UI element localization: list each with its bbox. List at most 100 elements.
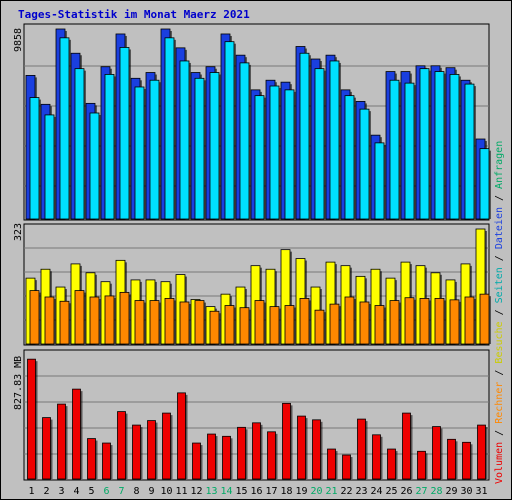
panel-3-volumen-bar-14: [222, 435, 231, 480]
right-legend-bottom: Volumen / Rechner / Besuche / Seiten / D…: [494, 141, 505, 484]
panel-2-rechner-bar-5: [89, 296, 100, 345]
panel-1-dateien-bar-13: [209, 72, 220, 220]
panel-1-dateien-bar-25: [389, 79, 400, 220]
legend-volumen: Volumen: [494, 441, 505, 484]
panel-3-volumen-bar-29: [447, 438, 456, 480]
x-tick-label-4: 4: [73, 486, 79, 497]
panel-1-dateien-bar-2: [44, 114, 55, 220]
panel-1-dateien-bar-31: [479, 148, 490, 220]
panel-1-dateien-bar-16: [254, 95, 265, 220]
x-tick-label-8: 8: [133, 486, 139, 497]
panel-2-rechner-bar-28: [434, 298, 445, 345]
x-tick-label-29: 29: [445, 486, 457, 497]
panel-2-rechner-bar-21: [329, 303, 340, 345]
panel-3-volumen-bar-31: [477, 424, 486, 480]
panel-1-dateien-bar-8: [134, 86, 145, 220]
panel-3-volumen-bar-25: [387, 448, 396, 480]
panel-3-volumen-bar-13: [207, 433, 216, 480]
panel-1-dateien-bar-11: [179, 60, 190, 220]
panel-2-rechner-bar-13: [209, 310, 220, 345]
panel1-ylabel: 9858: [13, 27, 24, 52]
panel-1-dateien-bar-30: [464, 83, 475, 220]
panel-3-volumen-bar-18: [282, 402, 291, 480]
legend-sep-1: /: [494, 423, 505, 442]
panel-3-volumen-bar-27: [417, 450, 426, 480]
panel-1-dateien-bar-6: [104, 74, 115, 220]
x-tick-label-31: 31: [475, 486, 487, 497]
x-tick-label-16: 16: [250, 486, 262, 497]
x-tick-label-3: 3: [58, 486, 64, 497]
panel-2-rechner-bar-11: [179, 301, 190, 345]
legend-besuche: Besuche: [494, 321, 505, 364]
panel-3-volumen-bar-30: [462, 441, 471, 480]
panel-2-rechner-bar-20: [314, 309, 325, 345]
panel3-ylabel: 827.83 MB: [13, 355, 24, 410]
panel-1-dateien-bar-12: [194, 77, 205, 220]
legend-anfragen: Anfragen: [494, 140, 505, 189]
panel-2-rechner-bar-27: [419, 298, 430, 345]
panel-3-volumen-bar-6: [102, 442, 111, 480]
panel-1-dateien-bar-28: [434, 71, 445, 220]
panel-3-volumen-bar-8: [132, 424, 141, 480]
panel-2-rechner-bar-8: [134, 300, 145, 345]
chart-title: Tages-Statistik im Monat Maerz 2021: [18, 8, 250, 21]
legend-sep-4: /: [494, 249, 505, 268]
legend-dateien: Dateien: [494, 207, 505, 250]
panel-2-rechner-bar-14: [224, 305, 235, 345]
legend-seiten: Seiten: [494, 267, 505, 304]
panel2-ylabel: 323: [13, 222, 24, 241]
panel-1-dateien-bar-1: [29, 97, 40, 220]
panel-1-dateien-bar-22: [344, 95, 355, 220]
x-tick-label-22: 22: [340, 486, 352, 497]
panel-2-rechner-bar-4: [74, 290, 85, 345]
x-tick-label-30: 30: [460, 486, 472, 497]
panel-1-dateien-bar-17: [269, 85, 280, 220]
panel-1-dateien-bar-9: [149, 79, 160, 220]
panel-1-dateien-bar-3: [59, 37, 70, 220]
panel-2-rechner-bar-25: [389, 300, 400, 345]
panel-3-volumen-bar-19: [297, 415, 306, 480]
panel-3-volumen-bar-2: [42, 417, 51, 480]
panel-3-volumen-bar-5: [87, 438, 96, 480]
panel-3-volumen-bar-20: [312, 419, 321, 480]
x-tick-label-27: 27: [415, 486, 427, 497]
legend-sep-2: /: [494, 363, 505, 382]
panel-3-volumen-bar-3: [57, 403, 66, 480]
x-tick-label-10: 10: [160, 486, 172, 497]
x-tick-label-21: 21: [325, 486, 337, 497]
panel-3-volumen-bar-4: [72, 388, 81, 480]
panel-1-dateien-bar-4: [74, 68, 85, 220]
x-tick-label-11: 11: [175, 486, 187, 497]
panel-1-dateien-bar-24: [374, 142, 385, 220]
x-tick-label-20: 20: [310, 486, 322, 497]
panel-2-rechner-bar-2: [44, 296, 55, 345]
panel-3-volumen-bar-7: [117, 411, 126, 480]
panel-2-rechner-bar-10: [164, 298, 175, 345]
panel-2-rechner-bar-23: [359, 301, 370, 345]
panel-3-volumen-bar-24: [372, 434, 381, 480]
x-tick-label-17: 17: [265, 486, 277, 497]
panel-2-rechner-bar-7: [119, 291, 130, 345]
panel-3-volumen-bar-26: [402, 412, 411, 480]
panel-1-dateien-bar-29: [449, 74, 460, 220]
legend-sep-3: /: [494, 303, 505, 322]
panel-2-rechner-bar-30: [464, 296, 475, 345]
panel-2-rechner-bar-19: [299, 298, 310, 345]
panel-1-dateien-bar-15: [239, 62, 250, 220]
legend-rechner: Rechner: [494, 381, 505, 424]
panel-2-rechner-bar-31: [479, 293, 490, 345]
panel-2-rechner-bar-17: [269, 306, 280, 345]
x-tick-label-2: 2: [43, 486, 49, 497]
x-tick-label-24: 24: [370, 486, 382, 497]
panel-3-volumen-bar-16: [252, 422, 261, 480]
x-tick-label-18: 18: [280, 486, 292, 497]
legend-sep-5: /: [494, 188, 505, 207]
panel-3-volumen-bar-28: [432, 426, 441, 480]
panel-1-dateien-bar-5: [89, 112, 100, 220]
x-tick-label-9: 9: [148, 486, 154, 497]
x-tick-label-28: 28: [430, 486, 442, 497]
panel-2-rechner-bar-26: [404, 297, 415, 345]
panel-1-dateien-bar-10: [164, 37, 175, 220]
panel-3-volumen-bar-12: [192, 442, 201, 480]
panel-2-rechner-bar-24: [374, 305, 385, 345]
